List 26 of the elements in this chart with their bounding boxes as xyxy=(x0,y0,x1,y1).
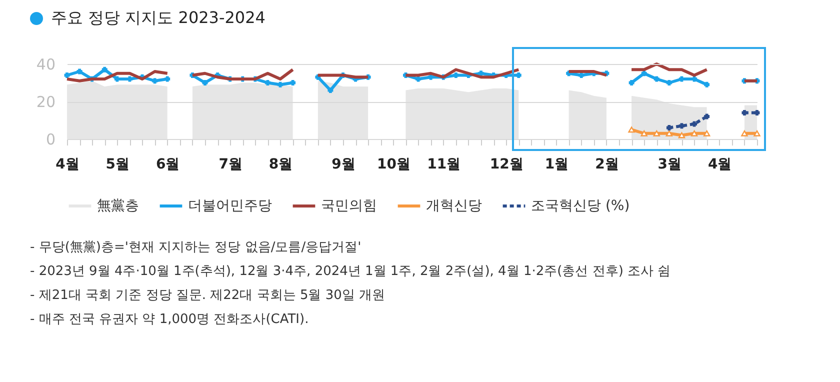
legend-label: 더불어민주당 xyxy=(188,198,272,214)
x-tick-label: 9월 xyxy=(332,156,356,172)
chart-title: 주요 정당 지지도 2023-2024 xyxy=(51,8,266,29)
x-tick-label: 7월 xyxy=(218,156,242,172)
y-tick-label: 40 xyxy=(36,56,56,74)
legend-label: 국민의힘 xyxy=(321,198,377,214)
text: - 2023년 9월 4주·10월 1주(추석), 12월 3·4주, 2024년 1월 1주, 2월 2주(설), 4월 1·2주(총선 전후) 조사 쉼 xyxy=(30,263,671,281)
x-tick-label: 4월 xyxy=(56,156,80,172)
y-tick-label: 0 xyxy=(46,130,56,148)
x-tick-label: 8월 xyxy=(268,156,293,172)
x-tick-label: 2월 xyxy=(595,156,619,172)
x-tick-label: 10월 xyxy=(376,156,410,172)
y-tick-label: 20 xyxy=(36,93,56,111)
text: - 무당(無黨)층='현재 지지하는 정당 없음/모름/응답거절' xyxy=(30,239,362,257)
x-tick-label: 12월 xyxy=(490,156,524,172)
x-tick-label: 4월 xyxy=(708,156,732,172)
x-tick-label: 1월 xyxy=(544,156,569,172)
text: - 매주 전국 유권자 약 1,000명 전화조사(CATI). xyxy=(30,311,310,329)
legend-label: 개혁신당 xyxy=(426,198,482,214)
x-tick-label: 6월 xyxy=(156,156,180,172)
legend-label: 조국혁신당 (%) xyxy=(531,198,630,214)
x-tick-label: 11월 xyxy=(427,156,461,172)
legend-label: 無黨층 xyxy=(97,198,139,214)
text: - 제21대 국회 기준 정당 질문. 제22대 국회는 5월 30일 개원 xyxy=(30,287,386,305)
x-tick-label: 5월 xyxy=(106,156,130,172)
x-tick-label: 3월 xyxy=(658,156,682,172)
